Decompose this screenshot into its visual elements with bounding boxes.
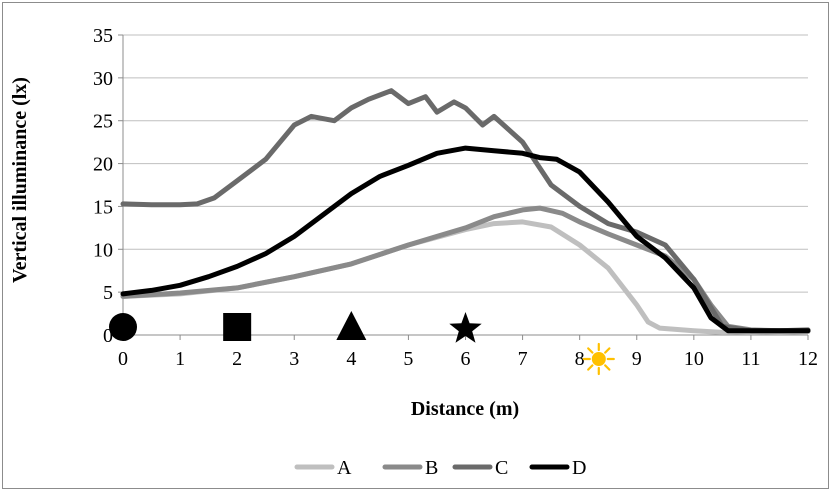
x-tick-label: 12: [798, 348, 818, 370]
x-tick-label: 4: [346, 348, 356, 370]
sun-ray: [587, 364, 594, 371]
y-tick-label: 0: [103, 325, 113, 347]
y-tick-label: 20: [93, 154, 113, 176]
x-tick-label: 8: [575, 348, 585, 370]
y-tick-label: 30: [93, 68, 113, 90]
position-markers: [109, 311, 615, 376]
legend-label-c: C: [495, 457, 508, 479]
x-tick-label: 2: [232, 348, 242, 370]
sun-icon: [582, 342, 615, 376]
sun-ray: [604, 364, 611, 371]
series-lines: [120, 88, 811, 335]
series-line-c: [120, 88, 811, 334]
legend-label-b: B: [425, 457, 438, 479]
y-tick-label: 15: [93, 196, 113, 218]
x-tick-label: 11: [741, 348, 760, 370]
y-tick-label: 10: [93, 239, 113, 261]
x-tick-label: 5: [403, 348, 413, 370]
star-marker: [449, 312, 482, 343]
x-tick-label: 3: [289, 348, 299, 370]
x-axis-title: Distance (m): [411, 398, 519, 420]
x-tick-label: 7: [518, 348, 528, 370]
series-line-b: [120, 205, 811, 334]
y-axis-title: Vertical illuminance (lx): [9, 77, 31, 283]
y-axis-ticks: 0 5 10 15 20 25 30 35: [93, 25, 123, 347]
triangle-marker: [336, 311, 367, 340]
sun-disc: [591, 352, 606, 366]
y-tick-label: 35: [93, 25, 113, 47]
sun-ray: [604, 347, 611, 354]
x-tick-label: 10: [684, 348, 704, 370]
sun-ray: [587, 347, 594, 354]
x-tick-label: 9: [632, 348, 642, 370]
legend-label-a: A: [337, 457, 352, 479]
x-tick-label: 6: [461, 348, 471, 370]
y-tick-label: 25: [93, 111, 113, 133]
circle-marker: [109, 313, 137, 341]
x-axis-ticks: 0 1 2 3 4 5 6 7 8 9 10 11 12: [118, 335, 818, 370]
y-tick-label: 5: [103, 282, 113, 304]
square-marker: [223, 313, 252, 341]
legend-label-d: D: [572, 457, 586, 479]
legend: A B C D: [294, 457, 586, 479]
series-line-d: [120, 145, 811, 334]
x-tick-label: 0: [118, 348, 128, 370]
x-tick-label: 1: [175, 348, 185, 370]
